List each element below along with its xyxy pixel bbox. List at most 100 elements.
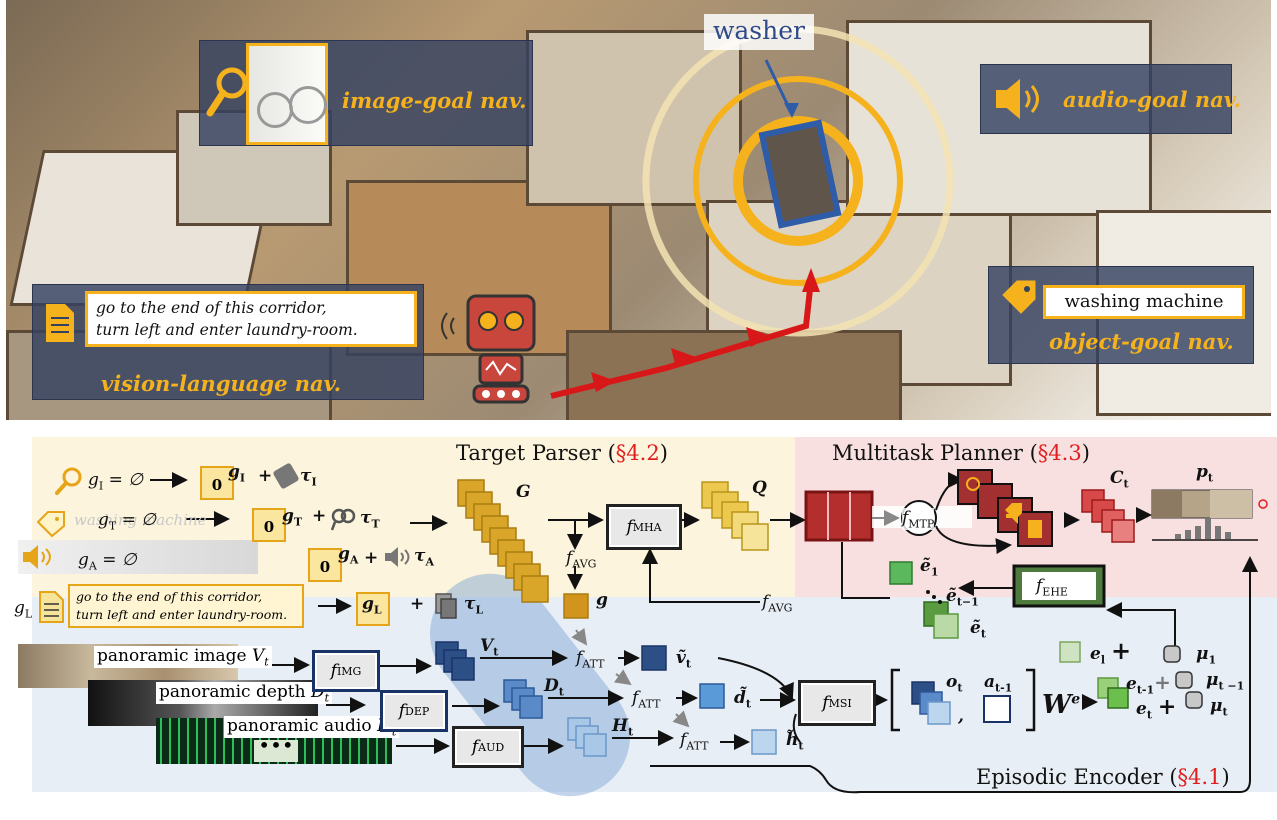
ellipsis-dots: ••• (254, 735, 298, 762)
C-token-stack (1081, 489, 1135, 543)
comma: , (958, 706, 964, 726)
tau-lang-label: τL (464, 594, 484, 617)
v-tilde-label: ṽt (676, 648, 691, 671)
vln-instruction-line1: go to the end of this corridor, (96, 299, 327, 317)
episodic-encoder-title: Episodic Encoder (§4.1) (976, 765, 1230, 789)
vln-goal-label: vision-language nav. (101, 371, 342, 396)
target-rings (441, 25, 954, 404)
g-label: g (596, 590, 608, 610)
fATT-label-d: fATT (632, 688, 661, 711)
episodic-encoder-title-text: Episodic Encoder ( (976, 765, 1178, 789)
el-label: el + (1090, 636, 1132, 667)
fEHE-label: fEHE (1036, 576, 1068, 599)
mut-label: μt (1210, 696, 1228, 719)
washer-label: washer (704, 14, 814, 50)
audio-goal-label: audio-goal nav. (1063, 87, 1242, 112)
fMSI-block: f MSI (798, 680, 876, 726)
multitask-planner-title-text: Multitask Planner ( (832, 441, 1038, 465)
g-audio-token-label: gA (338, 544, 359, 567)
target-parser-ref: §4.2 (615, 441, 660, 465)
d-tilde-label: d̃t (734, 688, 751, 711)
zero-token-text: 0 (252, 508, 286, 542)
task-expert-stack (957, 469, 1053, 547)
plus-sign: + (312, 506, 327, 526)
zero-token-audio: 0 (308, 548, 342, 582)
vln-goal-panel: go to the end of this corridor, turn lef… (32, 284, 424, 400)
tag-icon (1002, 280, 1036, 314)
e1-label: ẽ1 (920, 556, 939, 579)
o-label: ot (946, 672, 963, 695)
lang-type-icon (435, 593, 457, 619)
tag-icon (36, 511, 65, 538)
et-label: ẽt (970, 618, 986, 641)
tau-image-label: τI (300, 466, 317, 489)
target-parser-close: ) (659, 441, 668, 465)
et-1-label: ẽt−1 (946, 586, 979, 609)
audio-goal-panel: audio-goal nav. (980, 64, 1241, 134)
g-text-token-label: gT (282, 506, 303, 529)
fIMG-block: f IMG (312, 650, 380, 692)
g-lang-token-label: gL (362, 594, 382, 617)
target-parser-title-text: Target Parser ( (456, 441, 616, 465)
episodic-encoder-close: ) (1221, 765, 1230, 789)
fAVG-label-bottom: fAVG (762, 592, 793, 615)
g-token (563, 593, 589, 619)
Q-label: Q (752, 478, 767, 498)
panoramic-depth-text: panoramic depth (159, 682, 306, 702)
text-type-icon (330, 508, 356, 531)
g-image-empty: = ∅ (108, 470, 144, 490)
multitask-planner-ref: §4.3 (1037, 441, 1082, 465)
plus-sign: + (410, 594, 425, 614)
g-lang-line2: turn left and enter laundry-room. (76, 607, 288, 622)
target-parser-title: Target Parser (§4.2) (456, 441, 668, 465)
magnifier-icon (206, 67, 248, 117)
navigation-scene: washer image-goal nav. audio-goal nav. w… (6, 0, 1271, 420)
et-enc-label: et + (1136, 694, 1177, 722)
G-label: G (516, 482, 531, 502)
fAVG-label-top: fAVG (566, 548, 597, 571)
g-text-empty: = ∅ (121, 510, 157, 530)
g-audio-empty: = ∅ (102, 550, 137, 570)
document-icon (39, 591, 64, 623)
a-label: at-1 (984, 672, 1013, 695)
zero-token-image: 0 (200, 466, 234, 500)
d-tilde-token (699, 683, 725, 709)
et-1-enc-label: et-1+ (1126, 670, 1171, 697)
V-label: Vt (480, 636, 499, 659)
vln-instruction-box: go to the end of this corridor, turn lef… (85, 291, 417, 347)
object-goal-panel: washing machine object-goal nav. (988, 266, 1254, 364)
mut-1-label: μt −1 (1206, 670, 1245, 693)
fATT-label-h: fATT (680, 730, 709, 753)
tau-audio-label: τA (414, 546, 434, 569)
pt-histogram (1175, 518, 1231, 539)
planner-input-stack (804, 490, 874, 542)
diagram-connections (150, 469, 1268, 794)
g-audio-label: gA = ∅ (78, 550, 137, 573)
panoramic-audio-label: panoramic audio Ht (224, 716, 400, 739)
panoramic-image-label: panoramic image Vt (94, 646, 272, 669)
g-text-ghost: washing machine (74, 511, 207, 529)
H-label: Ht (612, 716, 634, 739)
Q-token-stack (701, 481, 769, 551)
panoramic-audio-text: panoramic audio (227, 716, 372, 736)
D-label: Dt (544, 676, 564, 699)
h-tilde-token (751, 729, 777, 755)
panoramic-image-text: panoramic image (97, 646, 247, 666)
image-goal-label: image-goal nav. (342, 88, 527, 113)
fAUD-block: f AUD (452, 726, 524, 768)
robot-icon (441, 294, 536, 404)
G-token-stack (457, 479, 549, 603)
fMTP-label: fMTP (902, 508, 935, 531)
V-token-stack (435, 641, 475, 681)
v-tilde-token (641, 645, 667, 671)
g-text-label: gT = ∅ (98, 510, 157, 533)
g-lang-line1: go to the end of this corridor, (76, 589, 263, 604)
speaker-icon (996, 78, 1039, 120)
image-goal-panel: image-goal nav. (199, 40, 533, 146)
multitask-planner-close: ) (1081, 441, 1090, 465)
e1-token (889, 561, 913, 585)
g-lang-instruction-box: go to the end of this corridor, turn lef… (68, 584, 304, 628)
D-token-stack (503, 679, 543, 719)
g-lang-token (356, 592, 390, 626)
multitask-planner-title: Multitask Planner (§4.3) (832, 441, 1090, 465)
